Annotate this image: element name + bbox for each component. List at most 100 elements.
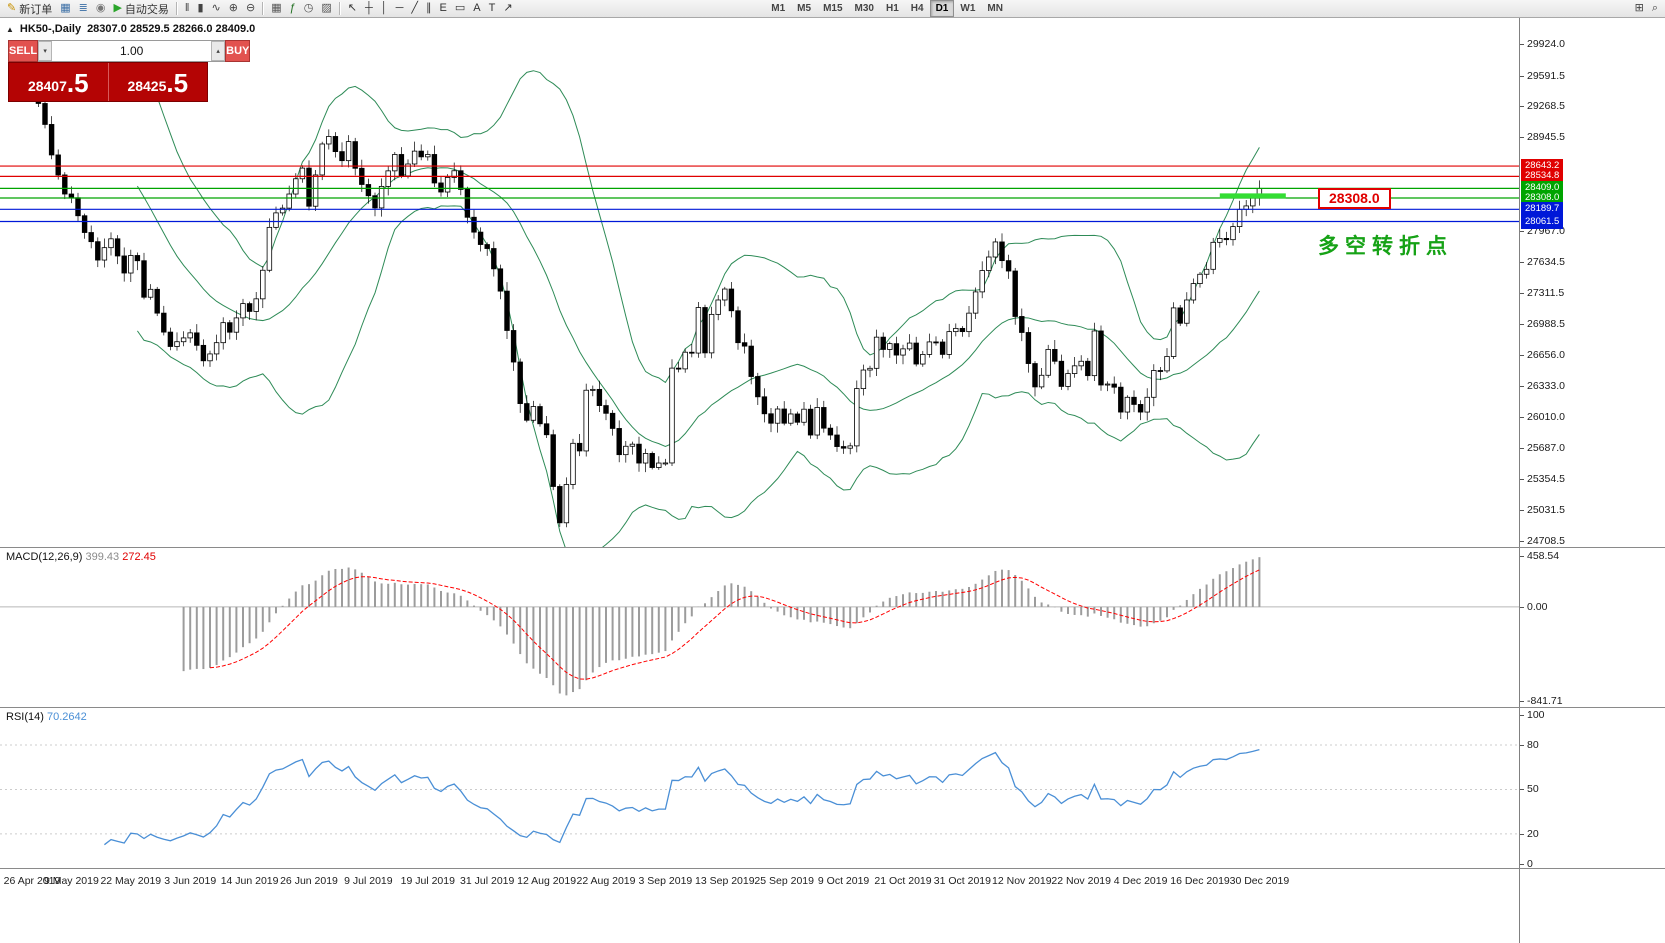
date-label: 3 Jun 2019	[164, 875, 217, 887]
toolbar-bar-chart-button[interactable]: ‖	[181, 1, 194, 17]
toolbar-new-chart-button[interactable]: ⊞	[1631, 1, 1648, 17]
price-tick: 25031.5	[1520, 504, 1565, 516]
toolbar-separator	[262, 2, 265, 15]
date-label: 31 Jul 2019	[460, 875, 515, 887]
toolbar-chart-window-button[interactable]: ▦	[56, 1, 74, 17]
new-order-icon: ✎	[7, 2, 17, 14]
toolbar-new-order-button[interactable]: ✎ 新订单	[3, 1, 56, 17]
price-tick: 27634.5	[1520, 256, 1565, 268]
auto-trading-icon: ▶	[113, 2, 122, 14]
rsi-panel-canvas[interactable]	[0, 708, 1519, 868]
price-tick: 24708.5	[1520, 535, 1565, 547]
timeframe-M15-button[interactable]: M15	[823, 3, 843, 14]
toolbar-tile-windows-button[interactable]: ▦	[267, 1, 285, 17]
date-label: 21 Oct 2019	[874, 875, 932, 887]
macd-value: 399.43	[85, 551, 120, 563]
volume-increase-button[interactable]: ▴	[211, 41, 226, 61]
one-click-panel-toggle[interactable]: ▲	[6, 24, 14, 34]
price-axis[interactable]: 29924.0 29591.5 29268.5 28945.5 27967.0 27634…	[1519, 18, 1665, 943]
toolbar-text-label-button[interactable]: T	[485, 1, 500, 17]
date-label: 30 Dec 2019	[1229, 875, 1290, 887]
rsi-axis-tick: 0	[1520, 858, 1533, 870]
buy-button[interactable]: BUY	[225, 40, 251, 62]
toolbar-line-chart-button[interactable]: ∿	[208, 1, 225, 17]
line-chart-icon: ∿	[211, 2, 221, 14]
new-order-label: 新订单	[19, 3, 53, 16]
timeframe-W1-button[interactable]: W1	[960, 3, 976, 14]
panel-separator[interactable]	[0, 707, 1665, 708]
sell-quote[interactable]: 28407.5	[9, 63, 108, 101]
toolbar-group-main: ✎ 新订单 ▦ ≣ ◉ ▶ 自动交易	[3, 0, 173, 18]
date-label: 9 May 2019	[43, 875, 99, 887]
horizontal-lines	[0, 165, 1519, 223]
date-label: 31 Oct 2019	[933, 875, 991, 887]
toolbar-indicators-button[interactable]: ƒ	[286, 1, 300, 17]
toolbar-fibonacci-retracement-button[interactable]: E	[436, 1, 451, 17]
sell-price-main: 28407	[27, 78, 67, 94]
main-chart-canvas[interactable]	[0, 18, 1519, 547]
macd-axis-tick: -841.71	[1520, 695, 1563, 707]
new-chart-icon: ⊞	[1634, 2, 1644, 14]
timeframe-H1-button[interactable]: H1	[885, 3, 899, 14]
date-label: 22 Aug 2019	[576, 875, 636, 887]
buy-quote[interactable]: 28425.5	[107, 63, 208, 101]
macd-signal-value: 272.45	[122, 551, 156, 563]
toolbar-group-timeframes: M1 M5 M15 M30 H1 H4 D1 W1 MN	[765, 0, 1009, 18]
timeframe-M5-button[interactable]: M5	[797, 3, 812, 14]
panel-separator[interactable]	[0, 547, 1665, 548]
volume-input[interactable]	[52, 41, 212, 61]
toolbar-search-button[interactable]: ⌕	[1648, 1, 1662, 17]
date-label: 9 Jul 2019	[344, 875, 393, 887]
toolbar-templates-button[interactable]: ▨	[317, 1, 335, 17]
price-tick: 26656.0	[1520, 349, 1565, 361]
toolbar-alerts-button[interactable]: ◉	[92, 1, 110, 17]
price-tag: 28189.7	[1521, 202, 1564, 217]
date-label: 12 Aug 2019	[517, 875, 577, 887]
toolbar-market-depth-button[interactable]: ≣	[75, 1, 92, 17]
timeframe-H4-button[interactable]: H4	[910, 3, 924, 14]
price-tick: 25687.0	[1520, 442, 1565, 454]
text-icon: A	[473, 2, 481, 14]
timeframe-M30-button[interactable]: M30	[854, 3, 874, 14]
toolbar-crosshair-button[interactable]: ┼	[361, 1, 377, 17]
timeframe-M1-button[interactable]: M1	[771, 3, 786, 14]
toolbar-zoom-in-button[interactable]: ⊕	[225, 1, 242, 17]
bollinger-bands	[136, 41, 1260, 547]
chart-ohlc-values: 28307.0 28529.5 28266.0 28409.0	[87, 23, 256, 35]
date-label: 12 Nov 2019	[992, 875, 1052, 887]
toolbar-vertical-line-button[interactable]: │	[377, 1, 392, 17]
chart-annotation-text[interactable]: 多空转折点	[1318, 235, 1453, 258]
chart-symbol-period: HK50-,Daily	[19, 23, 82, 35]
toolbar-auto-trading-button[interactable]: ▶ 自动交易	[109, 1, 172, 17]
volume-decrease-button[interactable]: ▾	[38, 41, 53, 61]
toolbar-trendline-button[interactable]: ╱	[407, 1, 422, 17]
timeframe-MN-button[interactable]: MN	[987, 3, 1003, 14]
rsi-value: 70.2642	[46, 711, 87, 723]
toolbar-zoom-out-button[interactable]: ⊖	[242, 1, 259, 17]
toolbar-cursor-button[interactable]: ↖	[344, 1, 361, 17]
macd-axis-tick: 458.54	[1520, 550, 1559, 562]
sell-button[interactable]: SELL	[8, 40, 39, 62]
toolbar-shapes-button[interactable]: ▭	[451, 1, 469, 17]
toolbar-text-button[interactable]: A	[469, 1, 484, 17]
bar-chart-icon: ‖	[184, 2, 190, 14]
macd-panel-canvas[interactable]	[0, 548, 1519, 707]
price-level-flag[interactable]: 28308.0	[1318, 188, 1391, 209]
toolbar-candlestick-chart-button[interactable]: ▮	[193, 1, 207, 17]
rsi-axis-tick: 50	[1520, 783, 1539, 795]
macd-label: MACD(12,26,9) 399.43 272.45	[6, 551, 156, 563]
date-axis[interactable]: 26 Apr 2019 9 May 2019 22 May 2019 3 Jun 20…	[0, 869, 1519, 943]
macd-histogram	[182, 557, 1261, 696]
toolbar-horizontal-line-button[interactable]: ─	[392, 1, 408, 17]
toolbar-arrows-button[interactable]: ↗	[499, 1, 516, 17]
price-tick: 29591.5	[1520, 70, 1565, 82]
crosshair-icon: ┼	[364, 2, 373, 14]
auto-trading-label: 自动交易	[124, 3, 169, 16]
toolbar-equidistant-channel-button[interactable]: ∥	[422, 1, 436, 17]
price-tick: 26988.5	[1520, 318, 1565, 330]
toolbar-period-settings-button[interactable]: ◷	[300, 1, 318, 17]
alerts-icon: ◉	[95, 2, 106, 14]
rsi-label: RSI(14) 70.2642	[6, 711, 87, 723]
price-tick: 29268.5	[1520, 100, 1565, 112]
timeframe-D1-button[interactable]: D1	[929, 0, 955, 17]
